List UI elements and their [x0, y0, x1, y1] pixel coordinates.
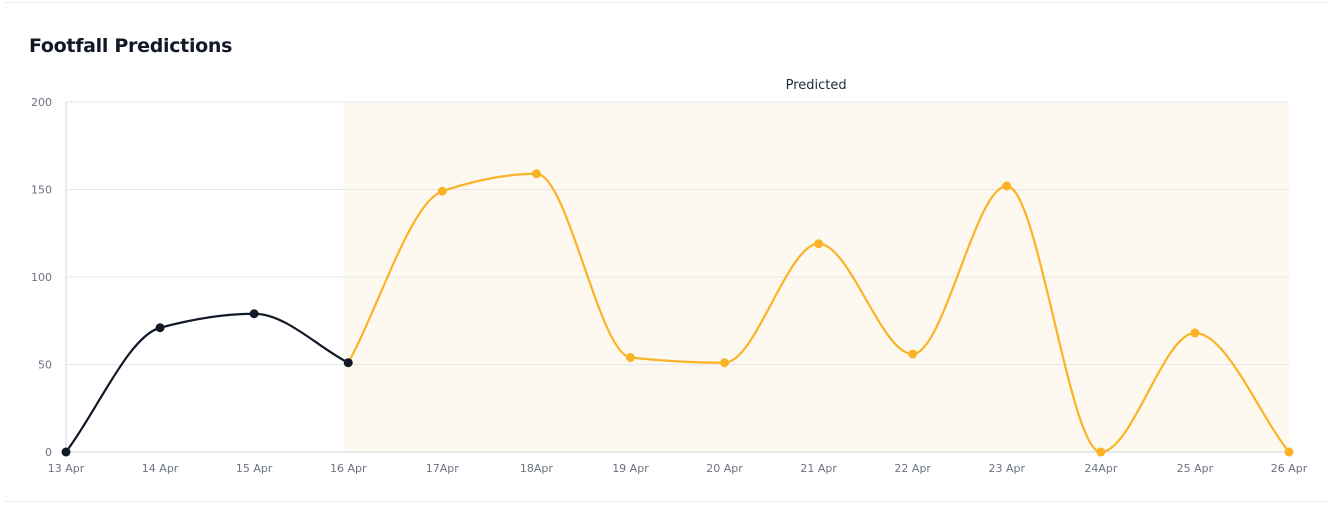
predicted-data-point [1284, 447, 1294, 457]
x-tick-label: 17Apr [426, 462, 460, 475]
y-tick-label: 200 [31, 96, 52, 109]
x-tick-label: 19 Apr [612, 462, 649, 475]
x-tick-label: 13 Apr [48, 462, 85, 475]
x-tick-label: 24Apr [1084, 462, 1118, 475]
x-tick-label: 25 Apr [1177, 462, 1214, 475]
actual-series-line [64, 312, 350, 454]
x-tick-label: 22 Apr [894, 462, 931, 475]
predicted-region-label: Predicted [786, 78, 847, 93]
predicted-series-line [347, 172, 1291, 454]
predicted-data-point [720, 358, 730, 368]
predicted-data-point [437, 186, 447, 196]
x-tick-label: 15 Apr [236, 462, 273, 475]
actual-data-point [343, 358, 353, 368]
x-tick-label: 21 Apr [800, 462, 837, 475]
actual-data-point [155, 323, 165, 333]
y-tick-label: 150 [31, 184, 52, 197]
predicted-data-point [1096, 447, 1106, 457]
actual-data-point [249, 309, 259, 319]
x-tick-label: 14 Apr [142, 462, 179, 475]
predicted-data-point [625, 353, 635, 362]
x-tick-label: 23 Apr [989, 462, 1026, 475]
y-tick-label: 100 [31, 271, 52, 284]
x-tick-label: 26 Apr [1271, 462, 1308, 475]
y-tick-label: 0 [45, 446, 52, 459]
predicted-data-point [908, 349, 918, 359]
actual-data-point [61, 447, 71, 457]
chart-title: Footfall Predictions [29, 35, 233, 57]
y-tick-label: 50 [38, 359, 52, 372]
predicted-data-point [531, 169, 541, 179]
x-tick-label: 20 Apr [706, 462, 743, 475]
x-tick-label: 18Apr [520, 462, 554, 475]
predicted-data-point [1190, 328, 1200, 338]
predicted-data-point [814, 239, 824, 249]
predicted-data-point [1002, 181, 1012, 191]
x-tick-label: 16 Apr [330, 462, 367, 475]
